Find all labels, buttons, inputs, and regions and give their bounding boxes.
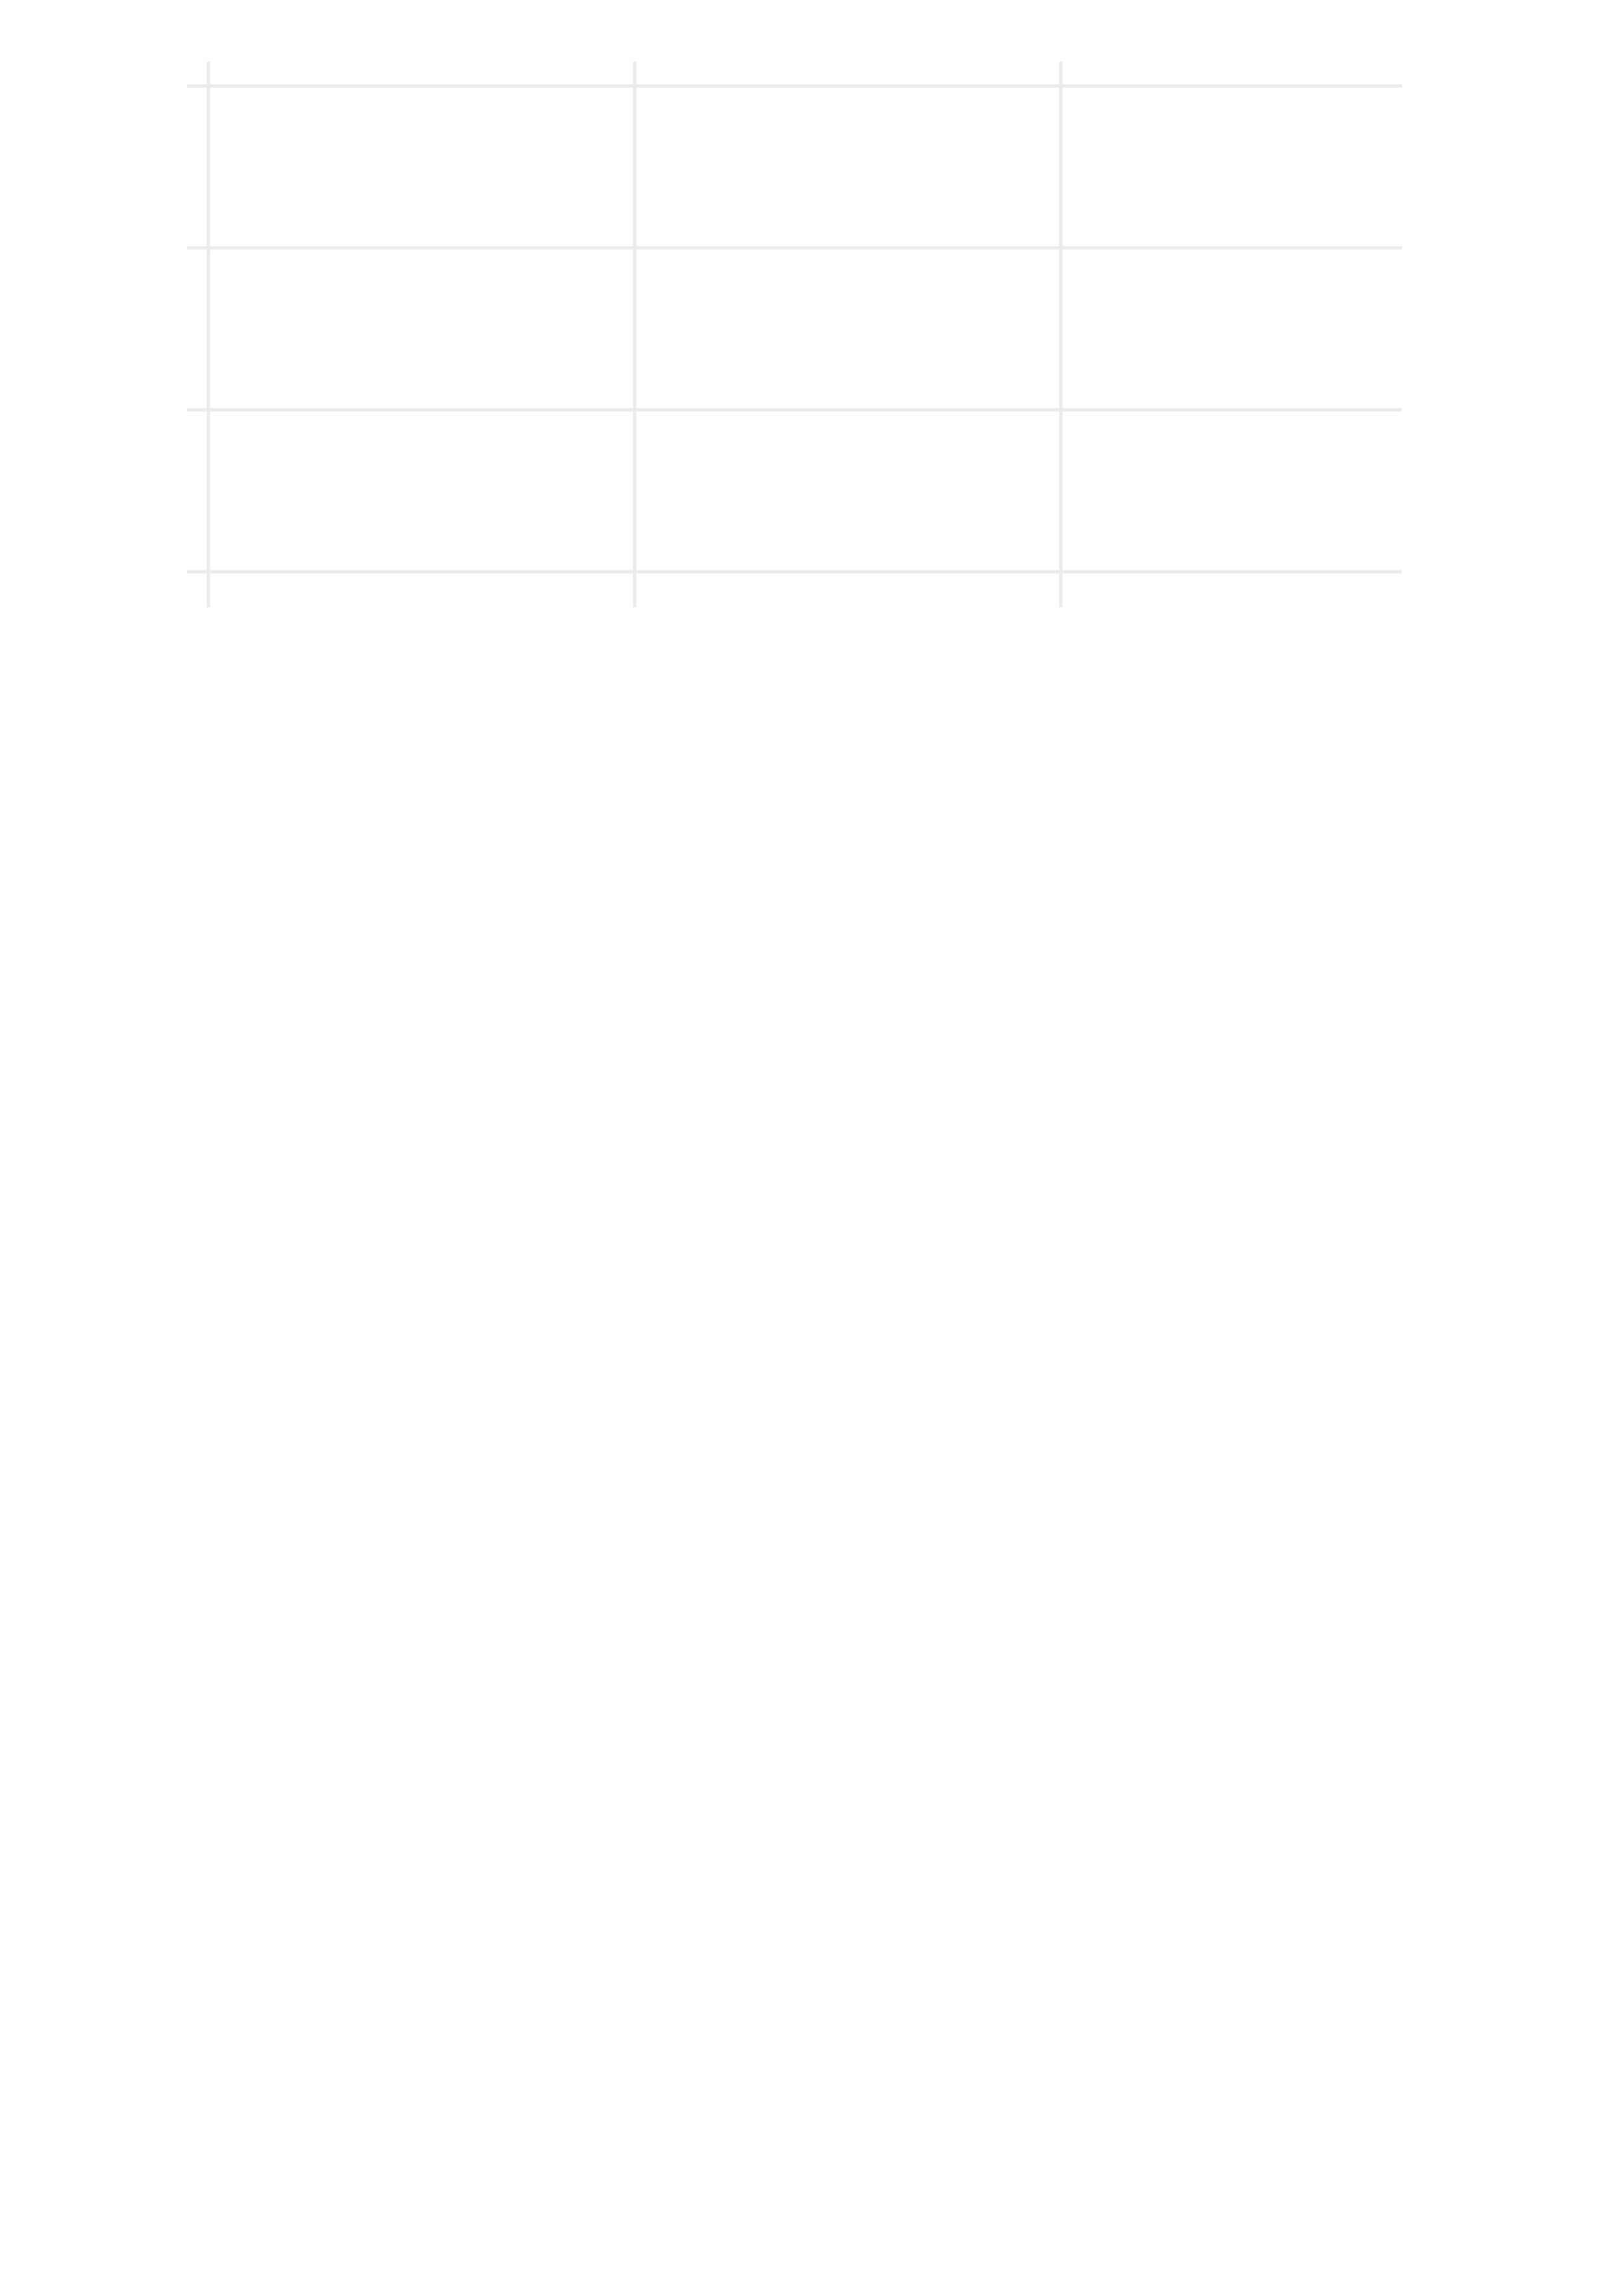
panel-parietal-lobe bbox=[0, 0, 1624, 741]
plot-canvas-parietal-lobe bbox=[187, 62, 1402, 607]
